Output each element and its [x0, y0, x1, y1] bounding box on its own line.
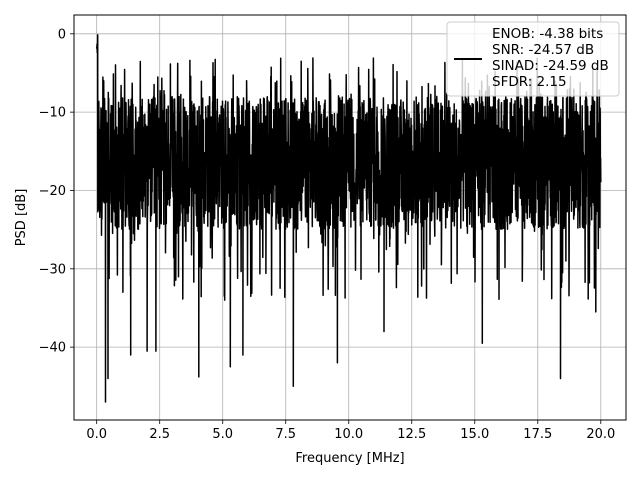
x-tick-label: 15.0	[460, 427, 489, 442]
x-tick-label: 17.5	[523, 427, 552, 442]
x-tick-label: 12.5	[397, 427, 426, 442]
psd-series	[95, 34, 602, 403]
y-tick-label: −10	[39, 106, 66, 121]
y-axis-label: PSD [dB]	[14, 189, 29, 247]
x-tick-label: 10.0	[334, 427, 363, 442]
x-tick-label: 20.0	[586, 427, 615, 442]
y-tick-label: −20	[39, 184, 66, 199]
plot-frame	[73, 14, 627, 421]
x-axis-ticks: 0.0 2.5 5.0 7.5 10.0 12.5 15.0 17.5 20.0	[86, 420, 615, 442]
y-tick-label: 0	[58, 27, 66, 42]
legend: ENOB: -4.38 bits SNR: -24.57 dB SINAD: -…	[446, 21, 620, 97]
x-axis-label: Frequency [MHz]	[295, 451, 404, 466]
legend-entry-sfdr: SFDR: 2.15	[492, 74, 567, 90]
legend-entry-sinad: SINAD: -24.59 dB	[492, 58, 609, 74]
psd-line	[95, 34, 602, 403]
y-tick-label: −40	[39, 341, 66, 356]
x-tick-label: 0.0	[86, 427, 107, 442]
legend-entry-snr: SNR: -24.57 dB	[492, 42, 594, 58]
legend-entry-enob: ENOB: -4.38 bits	[492, 26, 603, 42]
y-tick-label: −30	[39, 262, 66, 277]
legend-box	[446, 21, 620, 97]
x-tick-label: 2.5	[149, 427, 170, 442]
x-tick-label: 5.0	[212, 427, 233, 442]
x-tick-label: 7.5	[275, 427, 296, 442]
y-axis-ticks: 0 −10 −20 −30 −40	[39, 27, 74, 356]
